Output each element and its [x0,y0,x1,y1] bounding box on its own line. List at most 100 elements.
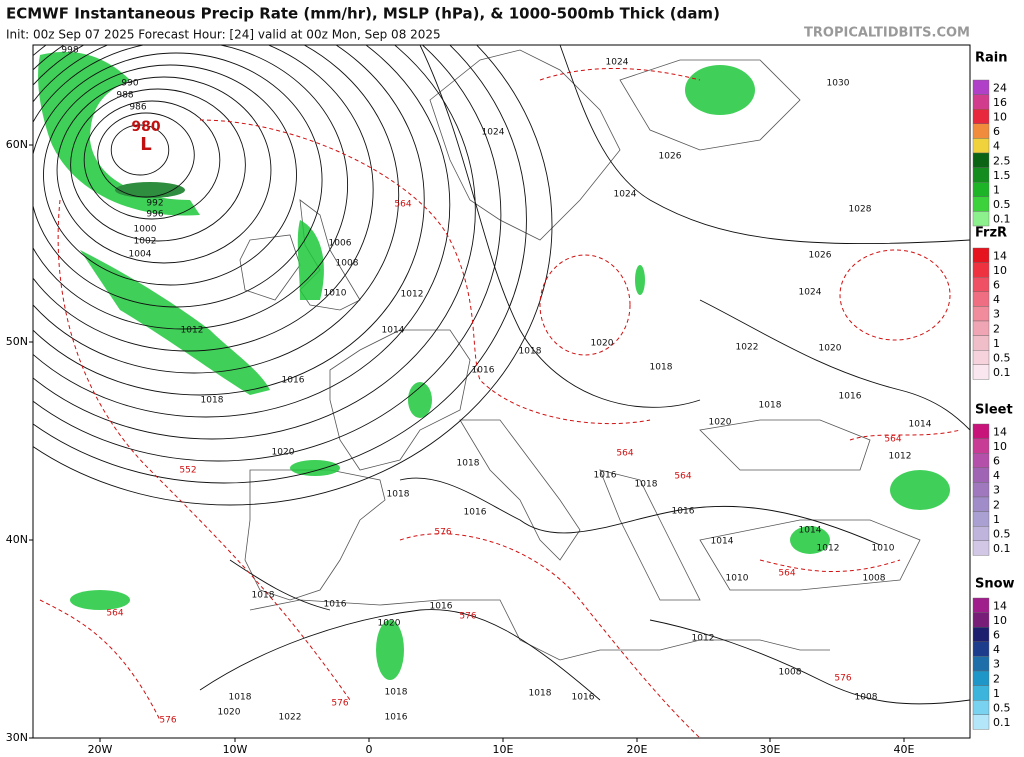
isobar-label: 1018 [385,688,408,698]
isobar-label: 1022 [736,343,759,353]
legend-swatch [972,526,990,542]
legend-label: 4 [993,293,1000,306]
isobar-label: 1024 [614,190,637,200]
isobar-label: 1016 [472,366,495,376]
legend-swatch [972,627,990,643]
isobar-label: 1016 [672,507,695,517]
isobar-label: 1004 [129,250,152,260]
lon-label: 40E [894,743,915,756]
thickness-label: 564 [394,200,411,210]
legend-label: 0.5 [993,702,1011,715]
isobar [33,45,476,440]
legend-label: 14 [993,249,1007,262]
isobar [649,619,970,705]
legends: Rain241610642.51.510.50.1FrzR1410643210.… [972,51,1015,730]
isobar-label: 1024 [482,128,505,138]
legend-swatch [972,262,990,278]
legend-label: 3 [993,308,1000,321]
isobar [199,609,601,701]
thickness-label: 564 [884,435,901,445]
legend-label: 1.5 [993,169,1011,182]
isobar-label: 1030 [827,79,850,89]
legend-label: 0.5 [993,352,1011,365]
legend-label: 10 [993,111,1007,124]
isobar-label: 990 [121,79,138,89]
precip-areas [38,51,950,680]
isobar-label: 1020 [819,344,842,354]
isobar-label: 1014 [711,537,734,547]
isobar-label: 1026 [659,152,682,162]
isobar-label: 1012 [181,326,204,336]
legend-swatch [972,496,990,512]
legend-swatch [972,94,990,110]
isobar-label: 1018 [457,459,480,469]
thickness-label: 576 [434,528,451,538]
isobar-label: 1018 [252,591,275,601]
legend-swatch [972,123,990,139]
legend-swatch [972,320,990,336]
isobar [33,45,553,506]
isobar-label: 1018 [650,363,673,373]
isobar [83,100,221,220]
legend-swatch [972,350,990,366]
isobar-label: 1026 [809,251,832,261]
isobar-label: 1016 [282,376,305,386]
legend-label: 3 [993,658,1000,671]
lon-label: 20W [88,743,113,756]
legend-swatch [972,277,990,293]
isobar-label: 1012 [817,544,840,554]
isobar [33,45,502,462]
thickness-label: 564 [778,569,795,579]
legend-title: Snow [975,577,1015,592]
lat-label: 60N [6,138,28,151]
legend-swatch [972,670,990,686]
legend-swatch [972,152,990,168]
isobar [33,45,374,352]
lat-label: 30N [6,731,28,744]
legend-swatch [972,482,990,498]
isobar-label: 1010 [872,544,895,554]
isobar-label: 1014 [382,326,405,336]
legend-label: 14 [993,599,1007,612]
legend-label: 4 [993,140,1000,153]
isobar-label: 1020 [591,339,614,349]
isobar-label: 1008 [336,259,359,269]
legend-title: Rain [975,51,1008,66]
legend-swatch [972,685,990,701]
lon-label: 20E [627,743,648,756]
isobar-label: 1024 [606,58,629,68]
isobar [419,45,701,408]
isobar-label: 1006 [329,239,352,249]
thickness-label: 576 [159,716,176,726]
legend-label: 1 [993,687,1000,700]
site-watermark: TROPICALTIDBITS.COM [804,26,970,41]
isobar-label: 1014 [909,420,932,430]
legend-swatch [972,138,990,154]
isobar [33,45,451,418]
legend-swatch [972,211,990,227]
thickness-label: 576 [459,612,476,622]
lon-label: 30E [760,743,781,756]
legend-label: 1 [993,184,1000,197]
isobar-label: 1020 [378,619,401,629]
legend-label: 6 [993,125,1000,138]
thickness-label: 552 [179,466,196,476]
legend-swatch [972,612,990,628]
legend-label: 10 [993,440,1007,453]
isobar [70,88,246,242]
isobars [33,45,970,705]
isobar-label: 992 [146,199,163,209]
legend-swatch [972,79,990,95]
isobar [559,45,970,245]
legend-swatch [972,196,990,212]
lat-label: 40N [6,533,28,546]
title: ECMWF Instantaneous Precip Rate (mm/hr),… [6,5,720,23]
legend-label: 0.1 [993,716,1011,729]
isobar [699,299,970,431]
isobar-label: 1018 [635,480,658,490]
legend-swatch [972,423,990,439]
isobar-label: 1018 [387,490,410,500]
legend-swatch [972,540,990,556]
thickness-label: 564 [674,472,691,482]
isobar-label: 1014 [799,526,822,536]
